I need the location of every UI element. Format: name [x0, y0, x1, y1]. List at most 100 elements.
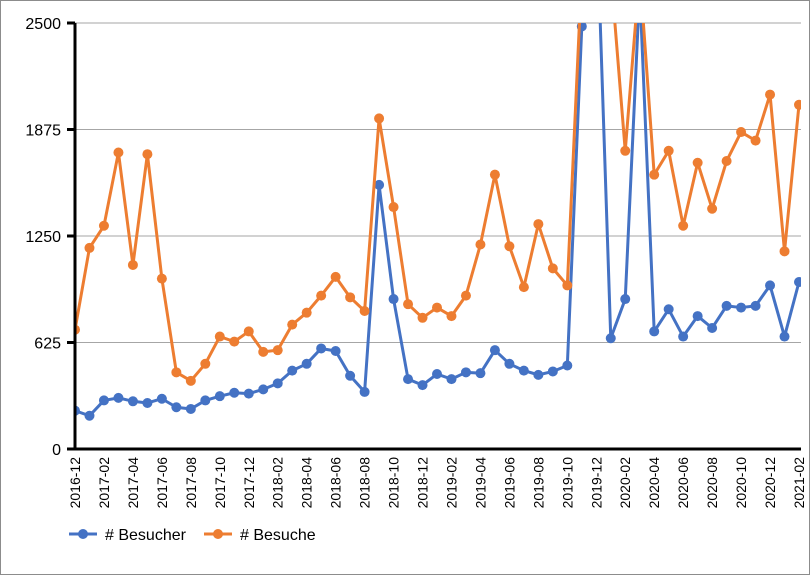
x-tick-label: 2018-06 [328, 457, 344, 509]
data-point [547, 366, 558, 377]
data-point [794, 277, 801, 288]
data-point [446, 311, 457, 322]
legend-label: # Besucher [105, 527, 187, 544]
data-point [258, 346, 269, 357]
data-point [345, 292, 356, 303]
data-point [142, 397, 153, 408]
legend-label: # Besuche [240, 527, 316, 544]
x-tick-label: 2019-10 [559, 457, 575, 509]
data-point [460, 290, 471, 301]
data-point [229, 387, 240, 398]
x-axis-ticks: 2016-12 2017-02 2017-04 2017-06 2017-08 2017-… [67, 457, 807, 509]
x-tick-label: 2019-06 [501, 457, 517, 509]
data-point [156, 393, 167, 404]
data-point [765, 280, 776, 291]
data-point [721, 300, 732, 311]
data-point [113, 147, 124, 158]
data-point [432, 302, 442, 313]
data-point [707, 203, 718, 214]
data-point [562, 280, 573, 291]
legend: # Besucher # Besuche [69, 527, 316, 544]
x-tick-label: 2018-12 [415, 457, 431, 509]
axes [67, 21, 801, 451]
y-tick-label: 1250 [25, 229, 61, 246]
data-point [316, 290, 327, 301]
data-point [374, 179, 385, 190]
data-point [359, 386, 370, 397]
data-point [84, 410, 95, 421]
x-tick-label: 2017-02 [96, 457, 112, 509]
data-point [475, 239, 486, 250]
data-point [620, 294, 631, 305]
y-tick-label: 0 [52, 442, 61, 459]
x-tick-label: 2017-10 [212, 457, 228, 509]
data-point [301, 358, 312, 369]
x-tick-label: 2018-04 [299, 457, 315, 509]
data-point [692, 157, 703, 168]
x-tick-label: 2019-04 [472, 457, 488, 509]
x-tick-label: 2017-04 [125, 457, 141, 509]
series-besuche [75, 23, 801, 386]
data-point [301, 307, 312, 318]
data-point [533, 369, 544, 380]
x-tick-label: 2016-12 [67, 457, 83, 509]
x-tick-label: 2020-12 [762, 457, 778, 509]
data-point [98, 395, 109, 406]
legend-item: # Besuche [204, 527, 316, 544]
data-point [84, 242, 95, 253]
data-point [736, 302, 747, 313]
x-tick-label: 2017-06 [154, 457, 170, 509]
data-point [678, 331, 689, 342]
data-point [446, 374, 457, 385]
data-point [156, 273, 167, 284]
data-point [403, 374, 414, 385]
data-point [765, 89, 776, 100]
data-point [504, 358, 515, 369]
data-point [649, 326, 660, 337]
series-besucher [75, 23, 801, 421]
x-tick-label: 2019-08 [530, 457, 546, 509]
x-tick-label: 2019-12 [588, 457, 604, 509]
data-point [330, 346, 341, 357]
data-point [171, 367, 182, 378]
x-tick-label: 2020-08 [704, 457, 720, 509]
data-point [533, 219, 544, 230]
data-point [171, 402, 182, 413]
x-tick-label: 2017-12 [241, 457, 257, 509]
x-tick-label: 2018-10 [386, 457, 402, 509]
data-point [518, 282, 529, 293]
x-tick-label: 2020-02 [617, 457, 633, 509]
x-tick-label: 2018-08 [357, 457, 373, 509]
y-tick-label: 1875 [25, 123, 61, 140]
data-point [185, 375, 196, 386]
data-point [605, 333, 616, 344]
data-point [185, 403, 196, 414]
data-point [388, 202, 399, 213]
data-point [214, 391, 225, 402]
y-tick-label: 2500 [25, 16, 61, 33]
data-point [750, 300, 761, 311]
y-tick-label: 625 [34, 336, 61, 353]
data-point [663, 304, 674, 315]
data-point [330, 271, 341, 282]
data-point [127, 396, 138, 407]
legend-item: # Besucher [69, 527, 187, 544]
series-line [75, 23, 801, 418]
x-tick-label: 2019-02 [443, 457, 459, 509]
data-point [432, 369, 442, 380]
data-point [518, 365, 529, 376]
data-point [721, 156, 732, 167]
y-axis-ticks: 0 625 1250 1875 2500 [25, 16, 61, 459]
data-point [316, 343, 327, 354]
data-point [287, 365, 298, 376]
data-point [736, 127, 747, 138]
data-point [489, 169, 500, 180]
legend-swatch-marker [213, 529, 223, 539]
data-point [707, 323, 718, 334]
data-point [359, 305, 370, 316]
data-point [692, 311, 703, 322]
x-tick-label: 2020-06 [675, 457, 691, 509]
data-point [200, 395, 211, 406]
